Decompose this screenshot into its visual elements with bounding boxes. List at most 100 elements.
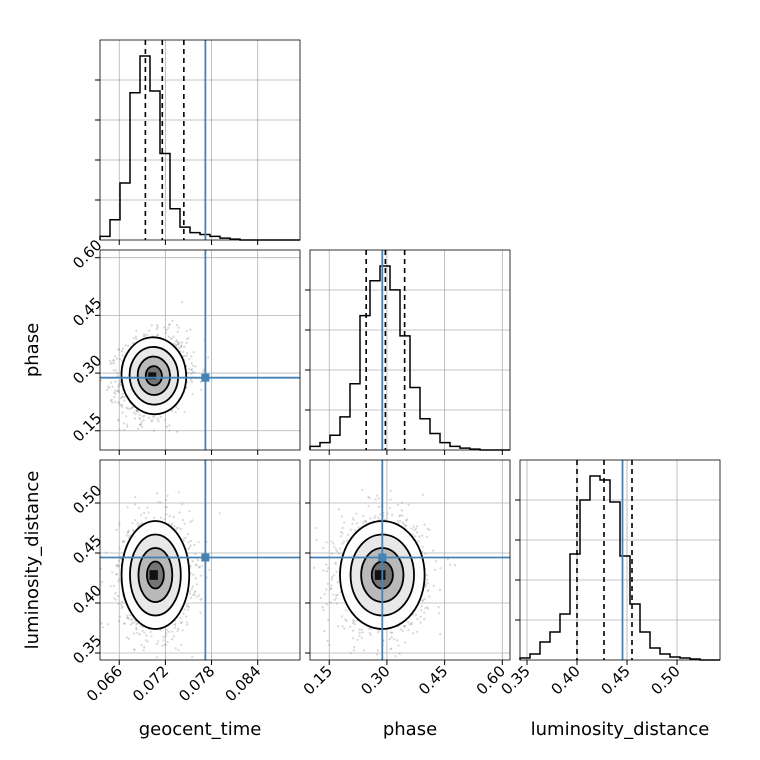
sample-point <box>167 335 170 338</box>
sample-point <box>163 518 166 521</box>
sample-point <box>170 662 172 664</box>
sample-point <box>412 525 415 528</box>
sample-point <box>115 528 118 532</box>
sample-point <box>114 392 117 395</box>
sample-point <box>425 535 428 538</box>
sample-point <box>143 414 146 417</box>
sample-point <box>177 627 180 631</box>
sample-point <box>116 594 120 598</box>
sample-point <box>418 671 420 673</box>
sample-point <box>361 631 364 634</box>
sample-point <box>175 405 178 408</box>
sample-point <box>118 380 121 383</box>
sample-point <box>117 565 120 568</box>
sample-point <box>126 407 130 410</box>
sample-point <box>152 429 156 432</box>
sample-point <box>144 334 147 337</box>
sample-point <box>178 511 181 514</box>
sample-point <box>126 425 129 428</box>
sample-point <box>407 503 410 506</box>
sample-point <box>109 362 112 365</box>
sample-point <box>351 522 354 526</box>
sample-point <box>172 516 175 519</box>
sample-point <box>121 392 124 396</box>
sample-point <box>170 638 174 641</box>
sample-point <box>179 527 182 531</box>
sample-point <box>434 560 437 563</box>
sample-point <box>126 617 129 620</box>
sample-point <box>369 633 372 637</box>
sample-point <box>187 605 191 609</box>
sample-point <box>377 505 380 509</box>
sample-point <box>116 389 119 392</box>
sample-point <box>198 566 201 569</box>
sample-point <box>186 371 189 375</box>
sample-point <box>156 326 159 329</box>
sample-point <box>334 597 338 600</box>
sample-point <box>192 364 195 367</box>
sample-point <box>164 332 167 335</box>
sample-point <box>179 616 182 619</box>
y-axis-label-luminosity-distance: luminosity_distance <box>22 471 43 650</box>
sample-point <box>166 629 169 632</box>
sample-point <box>315 538 318 541</box>
scatter-panel-geocent_time-luminosity_distance <box>99 459 301 664</box>
sample-point <box>330 578 333 581</box>
sample-point <box>144 453 146 455</box>
panel-content <box>310 460 510 673</box>
sample-point <box>149 630 152 634</box>
sample-point <box>410 623 414 626</box>
sample-point <box>127 463 129 465</box>
sample-point <box>123 622 126 625</box>
sample-point <box>176 629 179 632</box>
sample-point <box>319 596 322 600</box>
sample-point <box>344 609 348 612</box>
sample-point <box>114 369 118 372</box>
sample-point <box>177 343 180 346</box>
sample-point <box>179 346 183 349</box>
sample-point <box>404 524 408 527</box>
sample-point <box>407 621 410 624</box>
scatter-panel-phase-luminosity_distance <box>309 459 511 673</box>
x-tick-label: 0.45 <box>597 662 633 698</box>
sample-point <box>180 344 183 347</box>
sample-point <box>353 645 356 649</box>
sample-point <box>349 652 352 655</box>
sample-point <box>412 632 415 635</box>
sample-point <box>358 631 361 634</box>
sample-point <box>323 593 326 596</box>
sample-point <box>332 574 335 577</box>
sample-point <box>414 535 417 538</box>
sample-point <box>114 592 117 595</box>
sample-point <box>397 503 400 506</box>
sample-point <box>377 631 380 634</box>
truth-marker <box>378 553 387 562</box>
sample-point <box>140 421 143 424</box>
sample-point <box>117 385 120 388</box>
sample-point <box>136 409 139 412</box>
sample-point <box>189 520 192 524</box>
sample-point <box>174 622 177 626</box>
sample-point <box>117 602 120 605</box>
sample-point <box>427 589 430 592</box>
sample-point <box>180 345 183 348</box>
sample-point <box>340 615 344 618</box>
sample-point <box>428 595 431 598</box>
sample-point <box>424 552 427 555</box>
sample-point <box>197 594 201 597</box>
sample-point <box>377 497 380 500</box>
sample-point <box>115 573 118 576</box>
sample-point <box>193 371 196 374</box>
sample-point <box>342 540 345 543</box>
sample-point <box>118 390 121 394</box>
sample-point <box>145 634 148 637</box>
sample-point <box>345 539 349 542</box>
sample-point <box>358 628 361 631</box>
sample-point <box>336 581 339 584</box>
sample-point <box>153 416 156 419</box>
sample-point <box>118 382 121 385</box>
panel-frame <box>309 249 511 451</box>
sample-point <box>125 534 128 537</box>
sample-point <box>176 341 180 344</box>
